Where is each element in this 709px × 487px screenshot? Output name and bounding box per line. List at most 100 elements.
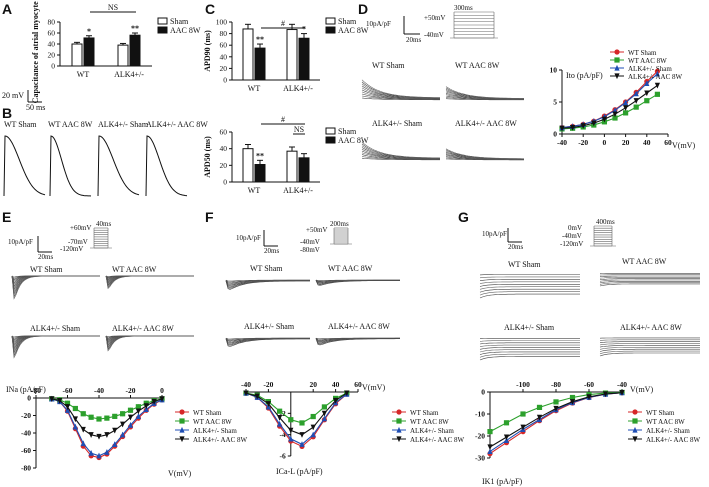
f-data-point — [344, 390, 350, 397]
a-ytick-label: 40 — [48, 40, 56, 49]
d-data-point — [580, 123, 586, 129]
e-data-point — [96, 452, 102, 459]
ik1-trace — [599, 341, 700, 343]
panel-label-a: A — [2, 1, 12, 17]
e-data-point — [120, 421, 126, 428]
trace-title-e-2: WT AAC 8W — [112, 265, 157, 274]
g-data-point — [602, 391, 609, 398]
c90-ytick-label: 80 — [220, 29, 228, 38]
c90-bar — [254, 47, 266, 81]
e-protocol-high: +60mV — [70, 224, 91, 232]
e-data-point — [80, 411, 86, 417]
trace-title-e-1: WT Sham — [30, 265, 63, 274]
panel-label-c: C — [205, 1, 215, 17]
ina-trace — [11, 335, 100, 359]
f-legend-marker — [396, 409, 402, 415]
ito-trace — [361, 141, 441, 159]
trace-title-g-2: WT AAC 8W — [622, 257, 667, 266]
e-legend-marker — [179, 436, 185, 443]
e-legend-label: WT AAC 8W — [193, 418, 232, 426]
f-data-point — [321, 410, 327, 417]
ik1-trace — [479, 279, 580, 281]
a-bar — [129, 34, 141, 67]
ical-trace — [225, 338, 310, 347]
f-legend-label: ALK4+/- AAC 8W — [410, 436, 465, 444]
ina-trace — [105, 335, 194, 351]
ito-trace — [361, 79, 440, 98]
g-legend-marker — [632, 409, 638, 415]
c50-hash-label: # — [281, 115, 285, 124]
scale-mv: 20 mV — [2, 91, 24, 100]
d-series-line — [561, 93, 658, 130]
d-ylabel: Ito (pA/pF) — [566, 71, 603, 80]
f-legend-label: WT AAC 8W — [410, 418, 449, 426]
ik1-trace — [479, 281, 580, 284]
a-ns-label: NS — [108, 3, 118, 12]
f-series-line — [245, 392, 348, 424]
d-data-point — [644, 80, 650, 87]
g-scale-current: 10pA/pF — [482, 230, 507, 238]
g-data-point — [553, 399, 559, 405]
ik1-trace — [479, 351, 580, 355]
f-data-point — [288, 427, 294, 434]
d-data-point — [654, 82, 660, 89]
e-data-point — [57, 398, 63, 404]
ito-trace — [445, 148, 524, 159]
ik1-trace — [599, 352, 700, 357]
g-data-point — [619, 390, 625, 396]
f-xtick-label: -40 — [241, 380, 251, 389]
d-data-point — [559, 125, 565, 132]
ina-trace — [11, 335, 100, 357]
f-ylabel: ICa-L (pA/pF) — [276, 467, 323, 476]
d-protocol-duration: 300ms — [454, 4, 473, 12]
a-ytick-label: 80 — [48, 18, 56, 27]
c50-bar — [242, 148, 254, 183]
ina-trace — [105, 335, 194, 352]
a-significance: ** — [131, 24, 139, 33]
ito-trace — [445, 86, 524, 99]
c50-bar — [298, 157, 310, 183]
ik1-trace — [479, 288, 580, 293]
c50-bar — [286, 150, 298, 183]
ik1-trace — [479, 349, 580, 353]
f-data-point — [299, 441, 305, 447]
ik1-trace — [479, 344, 580, 347]
ina-trace — [11, 275, 100, 300]
c50-legend-swatch — [325, 127, 336, 135]
c90-bar — [286, 29, 298, 81]
e-data-point — [88, 432, 94, 438]
f-data-point — [299, 432, 305, 438]
d-legend-label: ALK4+/- Sham — [628, 65, 672, 73]
g-ytick-label: -30 — [475, 454, 485, 463]
panel-b-scale: 20 mV 50 ms — [2, 90, 45, 112]
ik1-trace — [599, 279, 700, 282]
e-legend-label: ALK4+/- AAC 8W — [193, 436, 248, 444]
f-legend-label: WT Sham — [410, 409, 439, 417]
f-data-point — [333, 397, 339, 404]
e-data-point — [112, 413, 118, 419]
panel-label-d: D — [358, 1, 368, 17]
e-data-point — [104, 449, 110, 455]
c90-legend-swatch — [325, 17, 336, 25]
c50-ns-label: NS — [294, 125, 304, 134]
d-ytick-label: 0 — [553, 130, 557, 139]
f-series-line — [245, 392, 348, 445]
g-legend-label: ALK4+/- AAC 8W — [646, 436, 701, 444]
ical-trace — [315, 280, 400, 286]
c90-bar — [242, 28, 254, 81]
f-legend-marker — [396, 426, 402, 433]
e-xtick-label: -60 — [63, 386, 73, 395]
c50-ytick-label: 40 — [220, 144, 228, 153]
ik1-trace — [479, 286, 580, 290]
g-data-point — [487, 429, 493, 435]
action-potential-trace — [145, 135, 188, 197]
c90-category-label: ALK4+/- — [283, 84, 313, 93]
f-legend-marker — [396, 436, 402, 443]
g-protocol-low: -120mV — [560, 240, 583, 248]
d-series-line — [561, 84, 658, 129]
e-data-point — [135, 413, 141, 419]
e-data-point — [151, 398, 157, 405]
trace-title-f-2: WT AAC 8W — [328, 264, 373, 273]
